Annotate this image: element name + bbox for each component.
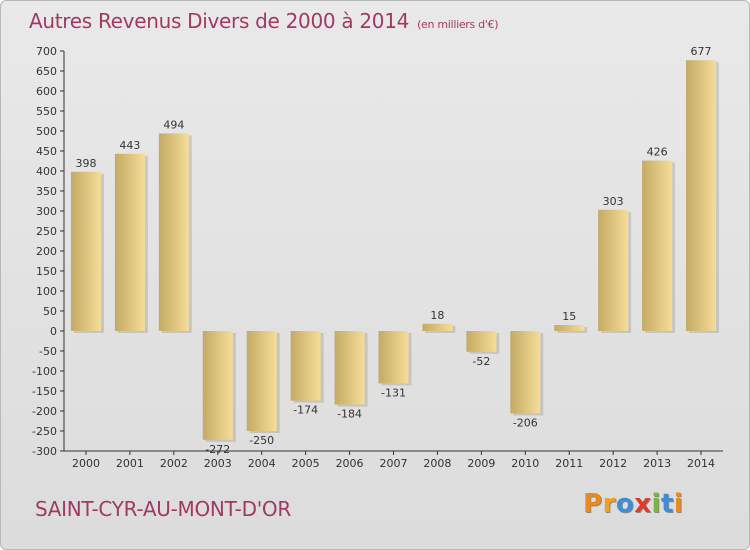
y-tick-label: -300: [32, 445, 57, 458]
x-tick-label: 2010: [511, 457, 539, 470]
y-tick-label: -150: [32, 385, 57, 398]
data-label: -272: [205, 443, 230, 456]
logo-letter: o: [615, 489, 635, 519]
y-tick-label: 600: [36, 85, 57, 98]
data-label: -206: [513, 416, 538, 429]
bar: [202, 331, 233, 440]
chart-title: Autres Revenus Divers de 2000 à 2014 (en …: [29, 9, 499, 33]
y-tick-label: 150: [36, 265, 57, 278]
bar: [158, 133, 189, 331]
data-label: 426: [647, 146, 668, 159]
town-name: SAINT-CYR-AU-MONT-D'OR: [35, 497, 291, 521]
data-label: -131: [381, 386, 406, 399]
y-tick-label: 550: [36, 105, 57, 118]
x-tick-label: 2000: [72, 457, 100, 470]
data-label: 443: [119, 139, 140, 152]
x-tick-label: 2005: [292, 457, 320, 470]
bar: [466, 331, 497, 352]
data-label: 15: [562, 310, 576, 323]
y-tick-label: 700: [36, 45, 57, 58]
y-tick-label: 400: [36, 165, 57, 178]
y-tick-label: 450: [36, 145, 57, 158]
chart-unit: (en milliers d'€): [417, 18, 499, 31]
y-tick-label: 250: [36, 225, 57, 238]
logo-letter: i: [651, 489, 661, 519]
data-label: 398: [75, 157, 96, 170]
bar: [334, 331, 365, 405]
bar: [598, 209, 629, 331]
data-label: -52: [472, 355, 490, 368]
x-tick-label: 2012: [599, 457, 627, 470]
proxiti-logo: Proxiti: [583, 489, 683, 519]
data-label: -250: [249, 434, 274, 447]
bar: [422, 323, 453, 331]
y-tick-label: -100: [32, 365, 57, 378]
bar: [290, 331, 321, 401]
bar: [642, 160, 673, 331]
y-tick-label: 50: [43, 305, 57, 318]
y-tick-label: 200: [36, 245, 57, 258]
data-label: 18: [430, 309, 444, 322]
data-label: -174: [293, 404, 318, 417]
logo-letter: i: [673, 489, 684, 519]
x-tick-label: 2001: [116, 457, 144, 470]
x-tick-label: 2014: [687, 457, 715, 470]
logo-letter: r: [602, 489, 616, 519]
data-label: 494: [163, 118, 184, 131]
y-tick-label: 300: [36, 205, 57, 218]
bar: [510, 331, 541, 414]
x-tick-label: 2002: [160, 457, 188, 470]
bar: [114, 153, 145, 331]
y-tick-label: 500: [36, 125, 57, 138]
chart-title-text: Autres Revenus Divers de 2000 à 2014: [29, 9, 410, 33]
data-label: 303: [603, 195, 624, 208]
y-tick-label: 0: [50, 325, 57, 338]
bar: [70, 171, 101, 331]
logo-letter: x: [634, 489, 652, 519]
data-label: -184: [337, 408, 362, 421]
logo-letter: t: [660, 489, 674, 519]
x-tick-label: 2009: [467, 457, 495, 470]
bar: [246, 331, 277, 431]
x-tick-label: 2006: [336, 457, 364, 470]
bar: [554, 325, 585, 331]
y-tick-label: 100: [36, 285, 57, 298]
bar: [686, 60, 717, 331]
y-tick-label: -200: [32, 405, 57, 418]
y-tick-label: -250: [32, 425, 57, 438]
y-tick-label: 350: [36, 185, 57, 198]
x-tick-label: 2008: [423, 457, 451, 470]
data-label: 677: [691, 45, 712, 58]
x-tick-label: 2007: [380, 457, 408, 470]
x-tick-label: 2011: [555, 457, 583, 470]
y-tick-label: 650: [36, 65, 57, 78]
x-tick-label: 2013: [643, 457, 671, 470]
x-tick-label: 2003: [204, 457, 232, 470]
bar: [378, 331, 409, 384]
y-tick-label: -50: [39, 345, 57, 358]
logo-letter: P: [583, 489, 603, 519]
x-tick-label: 2004: [248, 457, 276, 470]
